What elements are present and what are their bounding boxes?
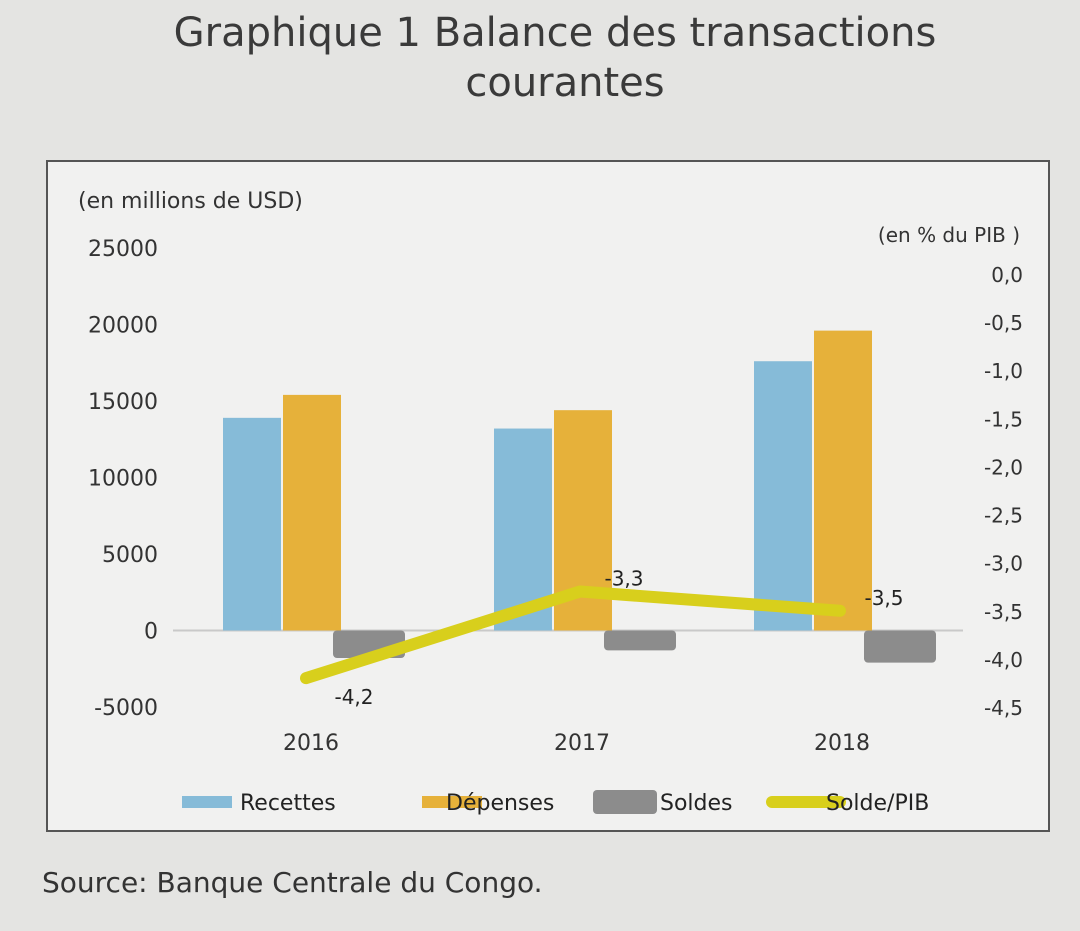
y-tick-left-label: 0 — [144, 620, 158, 645]
source-note: Source: Banque Centrale du Congo. — [42, 866, 543, 899]
y-tick-right-label: -1,0 — [984, 359, 1023, 383]
x-tick-label: 2018 — [814, 731, 870, 756]
y-tick-left-label: 5000 — [102, 543, 158, 568]
bar-recettes — [223, 417, 281, 631]
x-tick-label: 2016 — [283, 731, 339, 756]
legend-swatch-recettes — [182, 796, 232, 808]
y-tick-right-label: 0,0 — [991, 263, 1023, 287]
y-tick-left-label: 10000 — [88, 467, 158, 492]
y-tick-left-label: 15000 — [88, 390, 158, 415]
bar-recettes — [754, 361, 812, 631]
legend-label-recettes: Recettes — [240, 791, 336, 816]
y-tick-left-label: 20000 — [88, 314, 158, 339]
chart-title: Graphique 1 Balance des transactions cou… — [0, 8, 1080, 108]
y-axis-left-label: (en millions de USD) — [78, 189, 303, 214]
legend-label-depenses: Dépenses — [446, 791, 554, 816]
y-tick-right-label: -0,5 — [984, 311, 1023, 335]
y-tick-right-label: -3,0 — [984, 552, 1023, 576]
data-label-solde-pib: -4,2 — [334, 685, 373, 709]
legend-swatch-solde-pib — [766, 796, 846, 808]
chart-frame: (en millions de USD) (en % du PIB ) 25000 2… — [46, 160, 1050, 832]
bar-depenses — [814, 330, 872, 631]
legend-swatch-soldes — [593, 790, 657, 814]
y-tick-right-label: -4,5 — [984, 696, 1023, 720]
y-tick-right-label: -2,0 — [984, 455, 1023, 479]
data-label-solde-pib: -3,5 — [864, 586, 903, 610]
y-axis-right-label: (en % du PIB ) — [878, 223, 1020, 247]
bar-soldes — [864, 630, 936, 663]
y-tick-left-label: -5000 — [94, 696, 158, 721]
bar-depenses — [283, 394, 341, 631]
y-tick-right-label: -4,0 — [984, 648, 1023, 672]
line-solde-pib — [300, 585, 846, 685]
y-tick-right-label: -3,5 — [984, 600, 1023, 624]
y-tick-left-label: 25000 — [88, 237, 158, 262]
x-tick-label: 2017 — [554, 731, 610, 756]
bar-soldes — [604, 630, 676, 651]
chart-title-line1: Graphique 1 Balance des transactions — [173, 10, 937, 56]
legend-label-soldes: Soldes — [660, 791, 733, 816]
legend-label-solde-pib: Solde/PIB — [826, 791, 929, 816]
chart-title-line2: courantes — [465, 60, 665, 106]
y-tick-right-label: -1,5 — [984, 407, 1023, 431]
legend-swatch-depenses — [422, 796, 482, 808]
y-tick-right-label: -2,5 — [984, 504, 1023, 528]
bar-recettes — [494, 428, 552, 631]
data-label-solde-pib: -3,3 — [604, 567, 643, 591]
chart-canvas: (en millions de USD) (en % du PIB ) 25000 2… — [78, 189, 1023, 816]
